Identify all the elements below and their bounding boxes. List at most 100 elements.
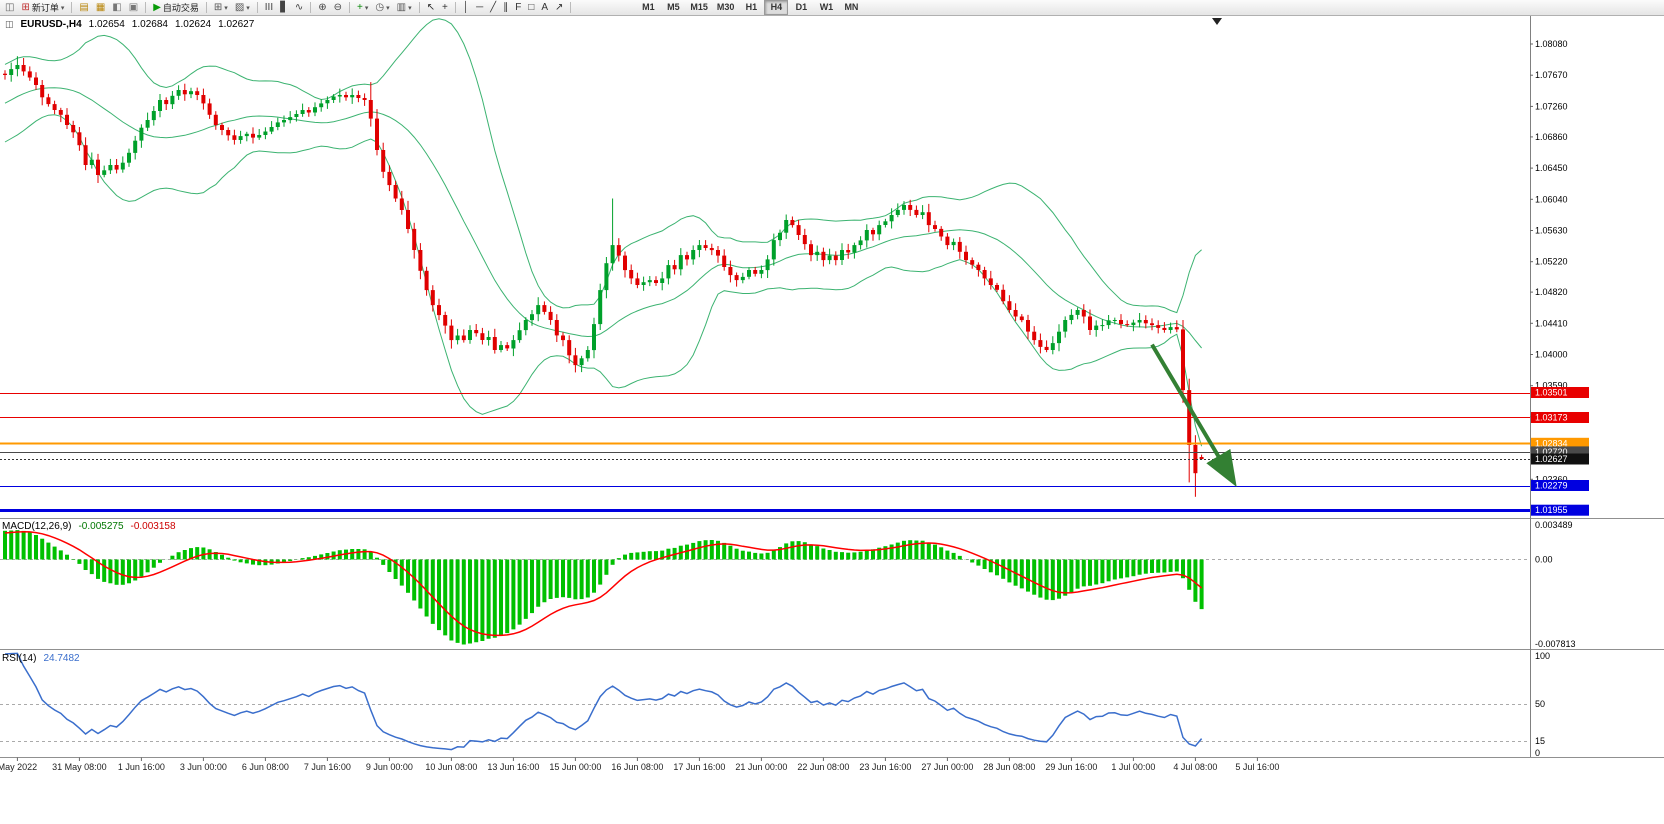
indicators-icon-glyph: + <box>357 1 363 13</box>
bar-chart-icon[interactable]: III <box>262 1 276 15</box>
market-watch-icon[interactable]: ▤ <box>76 1 91 15</box>
price-badge-label: 1.02720 <box>1535 447 1568 457</box>
timeframe-button-mn[interactable]: MN <box>844 2 859 12</box>
timeframe-button-m30[interactable]: M30 <box>716 2 735 12</box>
time-axis-label: 16 Jun 08:00 <box>611 762 663 772</box>
navigator-icon-glyph: ◧ <box>112 1 122 13</box>
horizontal-line-icon[interactable]: ─ <box>473 1 486 15</box>
new-order-button[interactable]: ⊞ 新订单 ▾ <box>18 1 67 15</box>
chart-window-icon[interactable]: ◫ <box>2 1 17 15</box>
trendline-icon-glyph: ╱ <box>490 1 497 13</box>
rsi-name: RSI(14) <box>2 653 37 664</box>
macd-value-main: -0.005275 <box>78 521 124 532</box>
fibonacci-icon-glyph: F <box>515 1 522 13</box>
new-order-glyph: ⊞ <box>21 1 30 13</box>
toolbar: ◫ ⊞ 新订单 ▾ ▤ ▦ ◧ ▣ ▶ 自动交易 ⊞ ▾ ▨ ▾ III ▋ ∿ ⊕ ⊖ + ▾ ◷ ▾ ▥ ▾ ↖ + │ ─ ╱ ∥ F □… <box>0 0 1664 16</box>
shapes-icon-glyph: □ <box>528 1 535 13</box>
timeframe-button-m5[interactable]: M5 <box>667 2 680 12</box>
quote-low: 1.02624 <box>174 19 212 30</box>
rsi-axis-label: 50 <box>1535 699 1545 709</box>
rsi-panel: 100 50 15 0 <box>0 651 1550 758</box>
macd-signal-line <box>4 531 1203 637</box>
price-badge <box>1531 412 1589 423</box>
toolbar-separator <box>310 2 312 13</box>
data-window-icon[interactable]: ▦ <box>93 1 108 15</box>
time-axis-label: 29 Jun 16:00 <box>1045 762 1097 772</box>
time-axis-label: 17 Jun 16:00 <box>673 762 725 772</box>
channel-icon[interactable]: ∥ <box>500 1 511 15</box>
indicators-icon[interactable]: + ▾ <box>354 1 371 15</box>
vertical-line-icon[interactable]: │ <box>460 1 472 15</box>
zoom-in-icon[interactable]: ⊕ <box>315 1 329 15</box>
rsi-axis-label: 15 <box>1535 736 1545 746</box>
price-axis-tick: 1.05220 <box>1535 257 1568 267</box>
zoom-out-icon-glyph: ⊖ <box>333 1 342 13</box>
symbol-title: ◫ EURUSD-,H4 1.02654 1.02684 1.02624 1.0… <box>5 19 254 30</box>
vertical-line-icon-glyph: │ <box>462 1 470 13</box>
timeframe-button-h1[interactable]: H1 <box>745 2 758 12</box>
text-icon[interactable]: A <box>538 1 551 15</box>
timeframe-button-d1[interactable]: D1 <box>795 2 808 12</box>
time-axis[interactable]: May 2022 31 May 08:00 1 Jun 16:00 3 Jun 00:… <box>0 757 1279 773</box>
trendline-icon[interactable]: ╱ <box>487 1 499 15</box>
time-axis-label: 6 Jun 08:00 <box>242 762 289 772</box>
dropdown-arrow-icon: ▾ <box>386 4 390 12</box>
chart-window-icon-glyph: ◫ <box>5 1 15 13</box>
horizontal-lines-layer <box>0 393 1530 512</box>
timeframe-button-m1[interactable]: M1 <box>642 2 655 12</box>
macd-axis-label: -0.007813 <box>1535 639 1576 649</box>
new-chart-icon[interactable]: ⊞ ▾ <box>211 1 231 15</box>
time-axis-label: 21 Jun 00:00 <box>735 762 787 772</box>
bar-chart-icon-glyph: III <box>264 1 274 13</box>
toolbar-separator <box>349 2 350 13</box>
periods-icon[interactable]: ◷ ▾ <box>372 1 392 15</box>
toolbar-separator <box>256 2 258 13</box>
dropdown-arrow-icon: ▾ <box>364 4 369 12</box>
market-watch-icon-glyph: ▤ <box>79 1 89 13</box>
time-axis-label: 15 Jun 00:00 <box>549 762 601 772</box>
dropdown-arrow-icon: ▾ <box>224 4 228 12</box>
time-axis-label: 7 Jun 16:00 <box>304 762 351 772</box>
macd-value-signal: -0.003158 <box>130 521 176 532</box>
symbol-name: EURUSD-,H4 <box>20 19 82 30</box>
autotrading-button[interactable]: ▶ 自动交易 <box>150 1 202 15</box>
crosshair-icon[interactable]: + <box>439 1 451 15</box>
rsi-axis-label: 0 <box>1535 748 1540 758</box>
terminal-icon[interactable]: ▣ <box>126 1 141 15</box>
chart-canvas[interactable]: 0.003489 0.00 -0.007813 100 50 15 0 1.08080 1.07… <box>0 16 1664 824</box>
price-axis-tick: 1.02360 <box>1535 474 1568 484</box>
timeframe-button-w1[interactable]: W1 <box>819 2 834 12</box>
autotrading-button-label: 自动交易 <box>162 3 199 13</box>
navigator-icon[interactable]: ◧ <box>109 1 124 15</box>
price-badge <box>1531 387 1589 398</box>
timeframe-button-h4[interactable]: H4 <box>764 0 789 15</box>
candlestick-chart-icon-glyph: ▋ <box>280 1 288 13</box>
new-chart-icon-glyph: ⊞ <box>213 1 223 13</box>
dropdown-arrow-icon: ▾ <box>246 4 250 12</box>
price-axis[interactable]: 1.08080 1.07670 1.07260 1.06860 1.06450 1.060… <box>1530 39 1589 516</box>
shapes-icon[interactable]: □ <box>525 1 537 15</box>
price-badge-label: 1.02627 <box>1535 454 1568 464</box>
channel-icon-glyph: ∥ <box>503 1 509 13</box>
cursor-icon[interactable]: ↖ <box>424 1 438 15</box>
fibonacci-icon[interactable]: F <box>512 1 524 15</box>
timeframe-button-m15[interactable]: M15 <box>690 2 708 12</box>
toolbar-separator <box>205 2 207 13</box>
profiles-icon[interactable]: ▨ ▾ <box>232 1 253 15</box>
dropdown-arrow-icon: ▾ <box>408 4 412 12</box>
chart-shift-marker-icon[interactable] <box>1212 18 1222 25</box>
toolbar-separator <box>145 2 147 13</box>
candlestick-chart-icon[interactable]: ▋ <box>277 1 291 15</box>
horizontal-line-icon-glyph: ─ <box>476 1 484 13</box>
price-axis-tick: 1.04820 <box>1535 287 1568 297</box>
line-chart-icon[interactable]: ∿ <box>292 1 306 15</box>
candles <box>3 56 1204 497</box>
zoom-out-icon[interactable]: ⊖ <box>331 1 345 15</box>
arrows-icon[interactable]: ↗ <box>552 1 566 15</box>
zoom-in-icon-glyph: ⊕ <box>318 1 327 13</box>
rsi-axis-label: 100 <box>1535 651 1550 661</box>
macd-label: MACD(12,26,9) -0.005275 -0.003158 <box>2 521 176 532</box>
quote-high: 1.02684 <box>131 19 168 30</box>
templates-icon[interactable]: ▥ ▾ <box>394 1 415 15</box>
trend-arrow[interactable] <box>1150 343 1237 487</box>
